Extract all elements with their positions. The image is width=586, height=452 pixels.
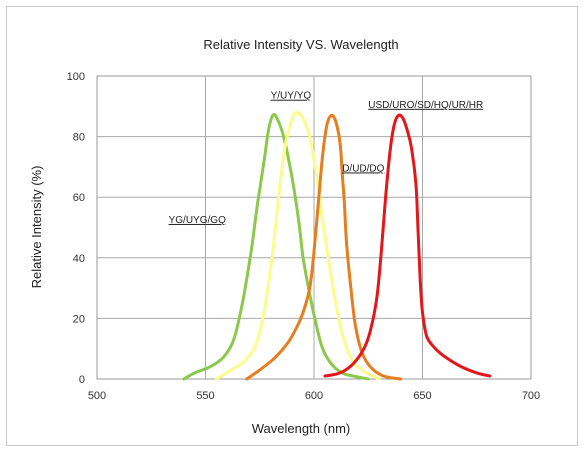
y-tick-label: 60 <box>73 192 85 204</box>
series-line-yg-uyg-gq <box>182 113 370 381</box>
y-tick-label: 100 <box>67 71 85 83</box>
series-label-usd-uro-sd-hq-ur-hr: USD/URO/SD/HQ/UR/HR <box>368 100 483 111</box>
x-tick-label: 500 <box>88 390 106 402</box>
y-tick-label: 40 <box>73 253 85 265</box>
series-line-usd-uro-sd-hq-ur-hr <box>323 113 492 378</box>
y-axis-title: Relative Intensity (%) <box>29 166 44 289</box>
series-line-y-uy-yq <box>214 110 381 381</box>
chart-frame: Relative Intensity VS. Wavelength 500 550… <box>6 6 578 446</box>
x-axis-title: Wavelength (nm) <box>252 421 351 436</box>
y-tick-label: 20 <box>73 313 85 325</box>
series-line-d-ud-dq <box>245 113 403 381</box>
series-label-y-uy-yq: Y/UY/YQ <box>271 91 312 102</box>
series-label-d-ud-dq: D/UD/DQ <box>342 163 384 174</box>
tick-labels: 500 550 600 650 700 0 20 40 60 80 100 <box>67 71 541 402</box>
x-tick-label: 700 <box>522 390 540 402</box>
x-tick-label: 600 <box>305 390 323 402</box>
series-annotations: YG/UYG/GQ Y/UY/YQ D/UD/DQ USD/URO/SD/HQ/UR/… <box>169 91 484 226</box>
intensity-chart: Relative Intensity VS. Wavelength 500 550… <box>29 37 541 436</box>
y-tick-label: 80 <box>73 132 85 144</box>
series-lines <box>182 110 492 381</box>
y-tick-label: 0 <box>79 374 85 386</box>
chart-title: Relative Intensity VS. Wavelength <box>203 37 398 52</box>
x-tick-label: 650 <box>413 390 431 402</box>
x-tick-label: 550 <box>196 390 214 402</box>
series-label-yg-uyg-gq: YG/UYG/GQ <box>169 215 226 226</box>
